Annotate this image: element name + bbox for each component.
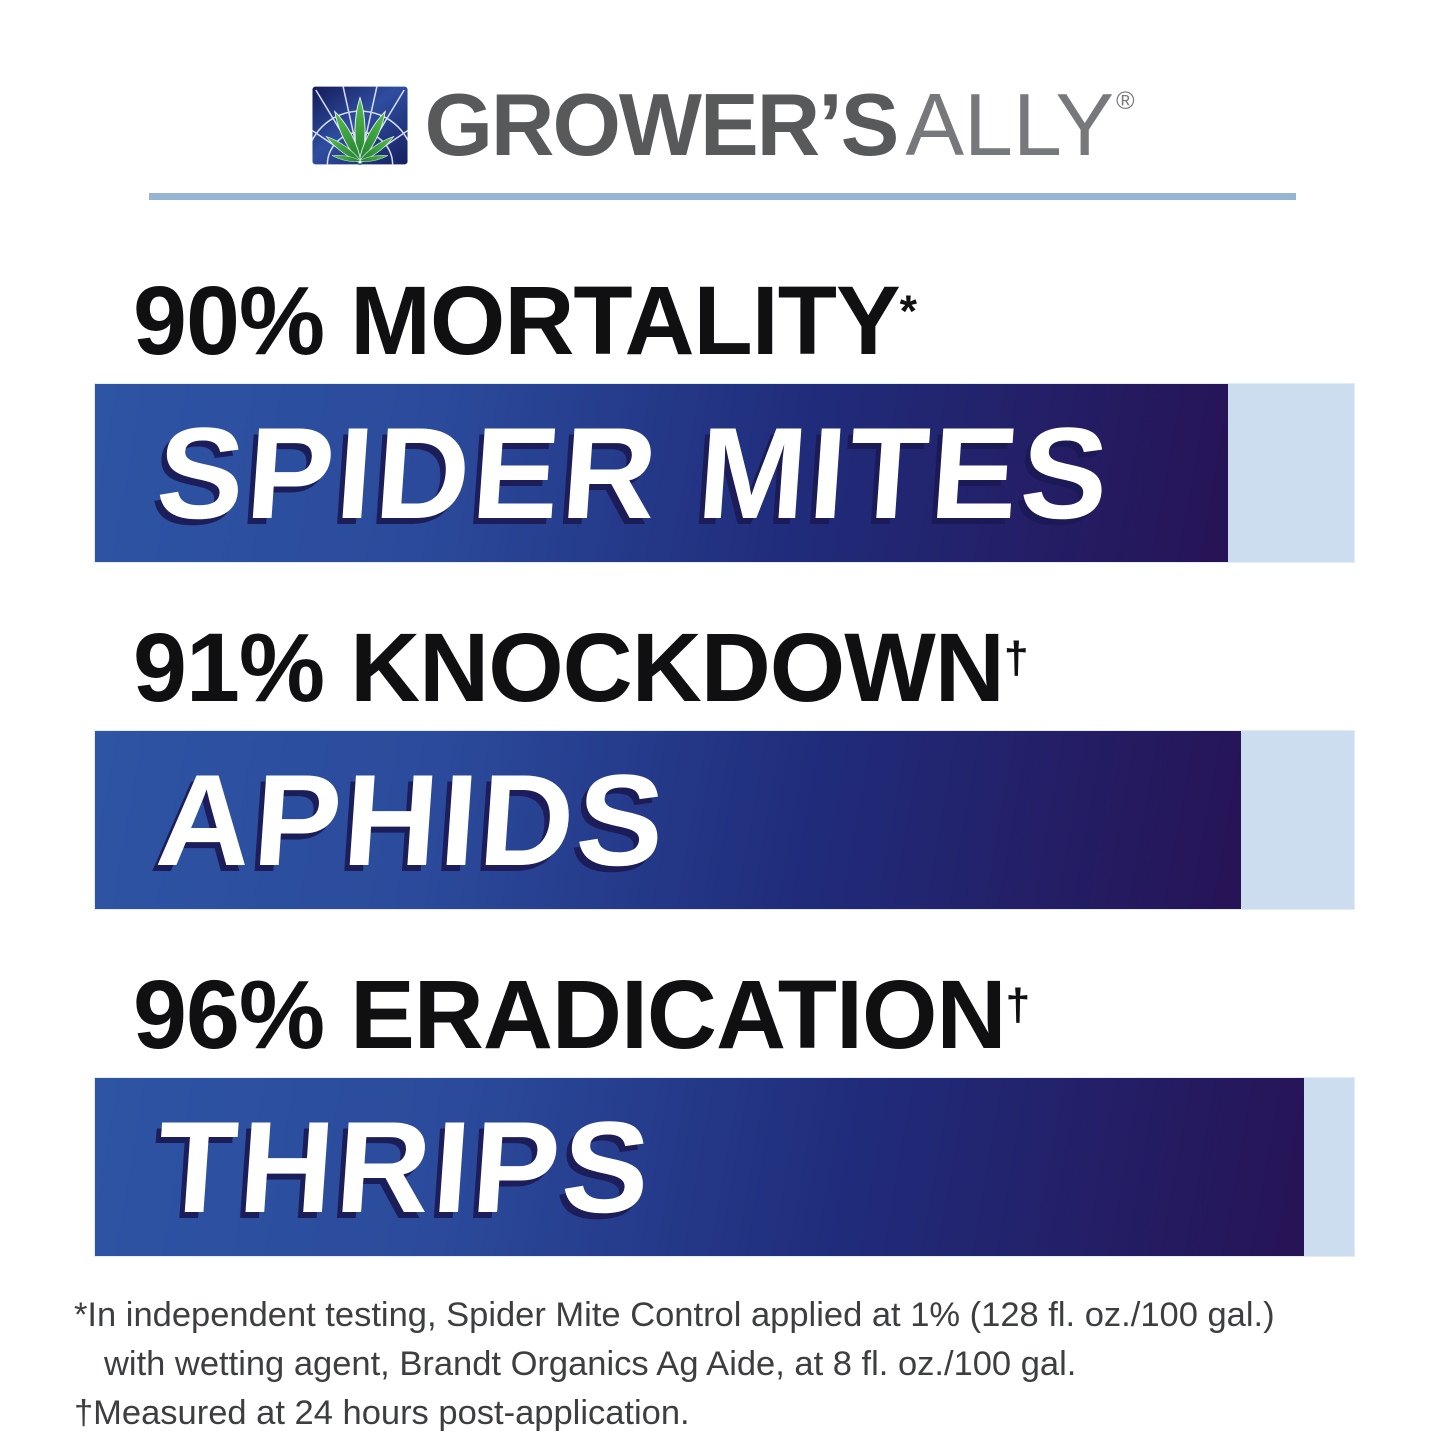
bar-label: THRIPS [152,1094,658,1240]
stat-heading: 90% MORTALITY* [133,272,1445,369]
stat-row-aphids: 91% KNOCKDOWN† APHIDS [94,619,1445,910]
brand-header: GROWER’SALLY® [0,0,1445,200]
footnote-line-1: *In independent testing, Spider Mite Con… [74,1296,1275,1334]
brand-name-light: ALLY [905,75,1115,174]
stat-row-thrips: 96% ERADICATION† THRIPS [94,966,1445,1257]
bar-label: SPIDER MITES [152,400,1117,546]
stat-metric-label: 90% MORTALITY [133,266,901,375]
stat-metric-label: 91% KNOCKDOWN [133,613,1005,722]
divider-rule [149,193,1296,200]
stat-heading: 91% KNOCKDOWN† [133,619,1445,716]
footnote-marker: † [1005,981,1031,1031]
bar-label: APHIDS [152,747,672,893]
stat-heading: 96% ERADICATION† [133,966,1445,1063]
registered-trademark-symbol: ® [1116,87,1135,115]
footnote-line-2: with wetting agent, Brandt Organics Ag A… [104,1344,1077,1383]
footnotes: *In independent testing, Spider Mite Con… [74,1291,1445,1438]
bar-fill: APHIDS [95,731,1241,909]
brand-wordmark: GROWER’SALLY® [424,81,1135,169]
footnote-marker: * [899,287,918,337]
stat-metric-label: 96% ERADICATION [133,960,1006,1069]
bar-track: THRIPS [94,1077,1355,1257]
cannabis-leaf-icon [312,85,409,165]
footnote-line-3: †Measured at 24 hours post-application. [74,1393,690,1432]
brand-name-bold: GROWER’S [424,75,899,174]
bar-track: SPIDER MITES [94,383,1355,563]
footnote-marker: † [1003,634,1029,684]
logo-row: GROWER’SALLY® [0,0,1445,169]
stats-chart: 90% MORTALITY* SPIDER MITES 91% KNOCKDOW… [0,272,1445,1257]
bar-track: APHIDS [94,730,1355,910]
bar-fill: THRIPS [95,1078,1304,1256]
bar-fill: SPIDER MITES [95,384,1229,562]
stat-row-spider-mites: 90% MORTALITY* SPIDER MITES [94,272,1445,563]
